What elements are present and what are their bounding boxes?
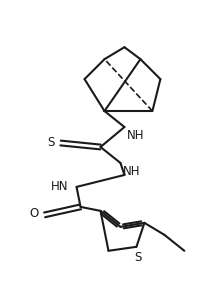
Text: O: O (29, 207, 39, 220)
Text: NH: NH (126, 129, 143, 142)
Text: S: S (47, 135, 54, 148)
Text: S: S (134, 251, 142, 264)
Text: NH: NH (122, 165, 139, 178)
Text: HN: HN (51, 180, 68, 193)
